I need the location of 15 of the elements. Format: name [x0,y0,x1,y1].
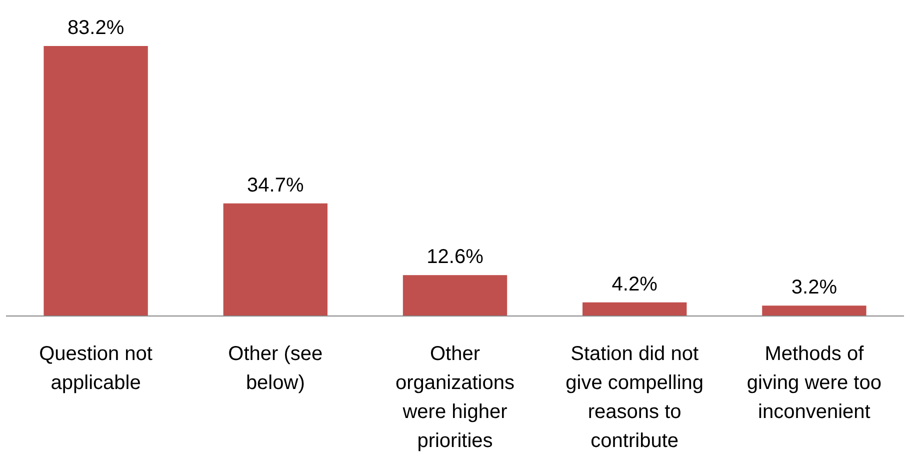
data-label: 4.2% [612,273,658,296]
bar [44,46,148,316]
x-tick-label: Other organizations were higher priorities [396,343,514,452]
data-label: 12.6% [426,246,484,268]
data-label: 34.7% [247,174,304,196]
data-label: 83.2% [67,17,124,39]
bar [582,302,687,316]
bar [223,203,328,316]
data-label: 3.2% [791,276,838,299]
x-tick-label: Question not applicable [39,343,153,394]
bar [402,275,508,316]
x-tick-label: Station did not give compelling reasons to contribute [566,343,704,452]
x-tick-label: Methods of giving were too inconvenient [746,343,882,423]
bar [762,306,866,316]
x-tick-label: Other (see below) [228,343,323,394]
